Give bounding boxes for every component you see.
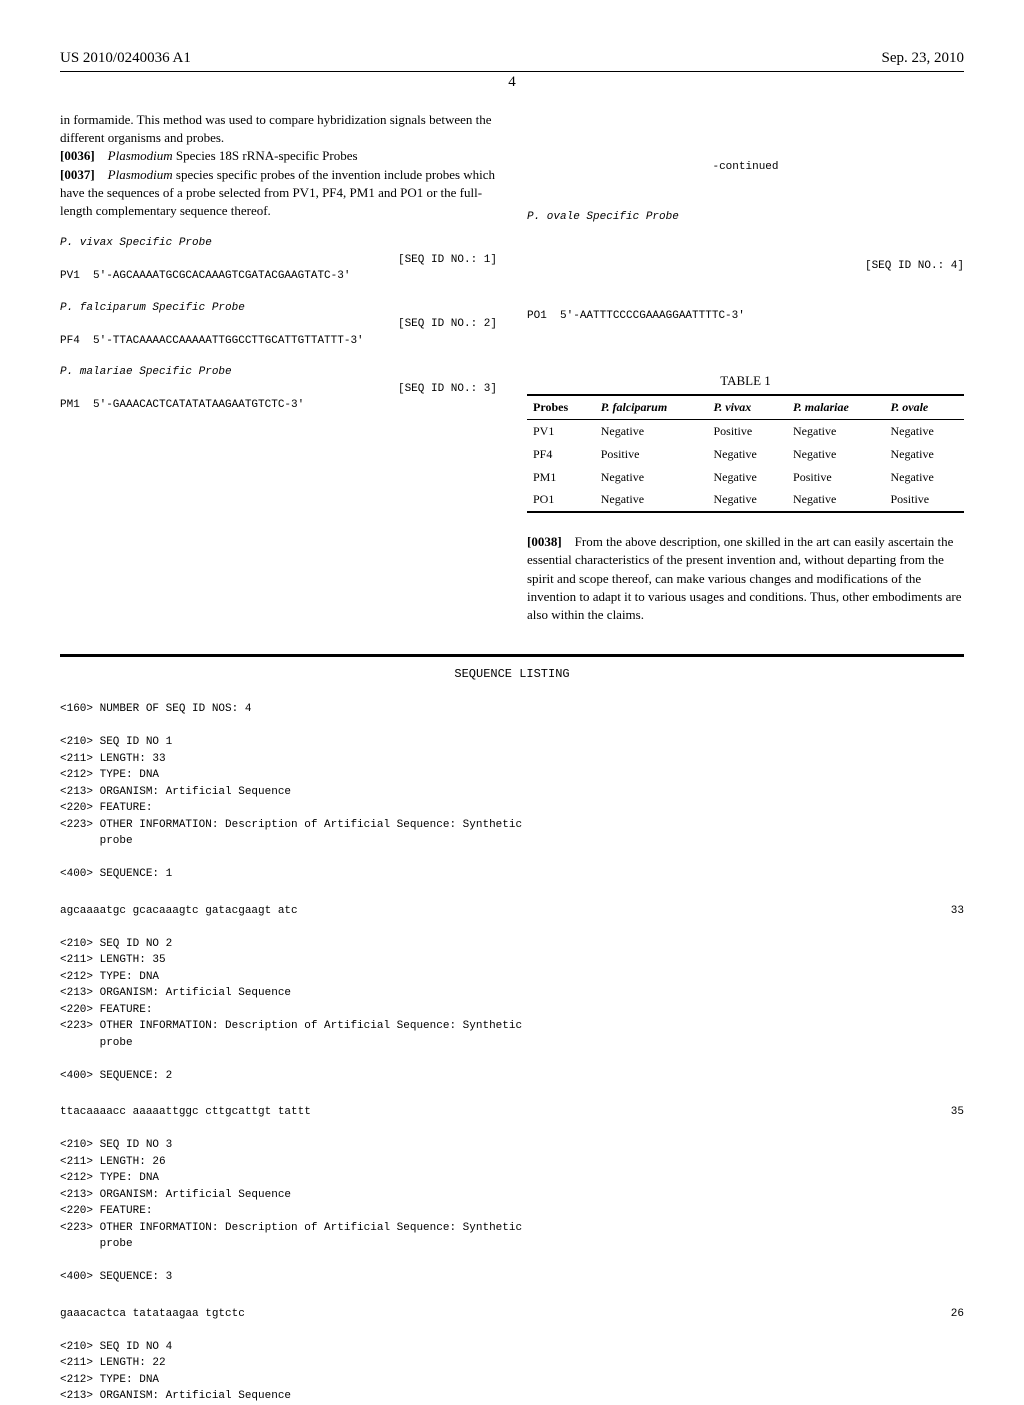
table-header: P. malariae bbox=[787, 395, 884, 419]
table-cell: Negative bbox=[708, 488, 788, 512]
probe-block: P. malariae Specific Probe[SEQ ID NO.: 3… bbox=[60, 364, 497, 414]
para-num: [0036] bbox=[60, 148, 95, 163]
probe-sequence: PF4 5'-TTACAAAACCAAAAATTGGCCTTGCATTGTTAT… bbox=[60, 333, 497, 350]
table-cell: PF4 bbox=[527, 443, 595, 466]
seq-entry: <210> SEQ ID NO 3 <211> LENGTH: 26 <212>… bbox=[60, 1121, 964, 1286]
probe-title: P. ovale Specific Probe bbox=[527, 209, 964, 226]
table-row: PV1NegativePositiveNegativeNegative bbox=[527, 419, 964, 442]
table-row: PO1NegativeNegativeNegativePositive bbox=[527, 488, 964, 512]
para-0038: [0038] From the above description, one s… bbox=[527, 533, 964, 624]
seq-id-label: [SEQ ID NO.: 1] bbox=[60, 252, 497, 269]
table-header: Probes bbox=[527, 395, 595, 419]
continued-block: -continued P. ovale Specific Probe [SEQ … bbox=[527, 126, 964, 357]
seq-text: ttacaaaacc aaaaattggc cttgcattgt tattt bbox=[60, 1104, 311, 1121]
table-cell: Negative bbox=[708, 443, 788, 466]
seq-sequence-line: agcaaaatgc gcacaaagtc gatacgaagt atc 33 bbox=[60, 903, 964, 920]
probe-block: P. vivax Specific Probe[SEQ ID NO.: 1]PV… bbox=[60, 235, 497, 285]
table-cell: Negative bbox=[787, 488, 884, 512]
table-cell: Positive bbox=[884, 488, 964, 512]
table-cell: Positive bbox=[708, 419, 788, 442]
table-header: P. falciparum bbox=[595, 395, 708, 419]
table-header: P. vivax bbox=[708, 395, 788, 419]
para-0036: [0036] Plasmodium Species 18S rRNA-speci… bbox=[60, 147, 497, 165]
seq-id-label: [SEQ ID NO.: 4] bbox=[527, 258, 964, 275]
table-header: P. ovale bbox=[884, 395, 964, 419]
seq-text: agcaaaatgc gcacaaagtc gatacgaagt atc bbox=[60, 903, 298, 920]
probe-sequence: PV1 5'-AGCAAAATGCGCACAAAGTCGATACGAAGTATC… bbox=[60, 268, 497, 285]
table-cell: Negative bbox=[787, 443, 884, 466]
seq-listing-title: SEQUENCE LISTING bbox=[60, 667, 964, 681]
probe-title: P. vivax Specific Probe bbox=[60, 235, 497, 252]
num-seq-label: <160> NUMBER OF SEQ ID NOS: 4 bbox=[60, 701, 964, 718]
page-header: US 2010/0240036 A1 Sep. 23, 2010 bbox=[60, 50, 964, 72]
content-columns: in formamide. This method was used to co… bbox=[60, 111, 964, 624]
plasmodium-italic: Plasmodium bbox=[108, 167, 173, 182]
seq-sequence-line: ttacaaaacc aaaaattggc cttgcattgt tattt 35 bbox=[60, 1104, 964, 1121]
para-num: [0037] bbox=[60, 167, 95, 182]
table-title: TABLE 1 bbox=[527, 372, 964, 390]
table-cell: Negative bbox=[595, 419, 708, 442]
probe-block: P. falciparum Specific Probe[SEQ ID NO.:… bbox=[60, 300, 497, 350]
seq-entry: <210> SEQ ID NO 2 <211> LENGTH: 35 <212>… bbox=[60, 919, 964, 1084]
page-number: 4 bbox=[60, 74, 964, 91]
results-table: ProbesP. falciparumP. vivaxP. malariaeP.… bbox=[527, 394, 964, 513]
table-cell: Negative bbox=[884, 443, 964, 466]
table-cell: Negative bbox=[595, 488, 708, 512]
table-cell: Negative bbox=[595, 466, 708, 489]
table-row: PM1NegativeNegativePositiveNegative bbox=[527, 466, 964, 489]
doc-date: Sep. 23, 2010 bbox=[882, 50, 965, 67]
para-0037: [0037] Plasmodium species specific probe… bbox=[60, 166, 497, 221]
seq-entry: <210> SEQ ID NO 1 <211> LENGTH: 33 <212>… bbox=[60, 718, 964, 883]
table-cell: PV1 bbox=[527, 419, 595, 442]
table-cell: Negative bbox=[884, 466, 964, 489]
seq-id-label: [SEQ ID NO.: 2] bbox=[60, 316, 497, 333]
table-cell: PM1 bbox=[527, 466, 595, 489]
table-cell: Negative bbox=[708, 466, 788, 489]
intro-paragraph: in formamide. This method was used to co… bbox=[60, 111, 497, 147]
right-column: -continued P. ovale Specific Probe [SEQ … bbox=[527, 111, 964, 624]
para-0036-text: Species 18S rRNA-specific Probes bbox=[173, 148, 358, 163]
table-cell: Negative bbox=[884, 419, 964, 442]
table-cell: PO1 bbox=[527, 488, 595, 512]
seq-id-label: [SEQ ID NO.: 3] bbox=[60, 381, 497, 398]
probe-title: P. falciparum Specific Probe bbox=[60, 300, 497, 317]
probe-title: P. malariae Specific Probe bbox=[60, 364, 497, 381]
probe-sequence: PO1 5'-AATTTCCCCGAAAGGAATTTTC-3' bbox=[527, 308, 964, 325]
table-cell: Positive bbox=[595, 443, 708, 466]
table-cell: Positive bbox=[787, 466, 884, 489]
para-num: [0038] bbox=[527, 534, 562, 549]
seq-length: 35 bbox=[951, 1104, 964, 1121]
seq-length: 33 bbox=[951, 903, 964, 920]
para-0038-text: From the above description, one skilled … bbox=[527, 534, 961, 622]
sequence-listing: SEQUENCE LISTING <160> NUMBER OF SEQ ID … bbox=[60, 654, 964, 1405]
seq-entry: <210> SEQ ID NO 4 <211> LENGTH: 22 <212>… bbox=[60, 1322, 964, 1405]
left-column: in formamide. This method was used to co… bbox=[60, 111, 497, 624]
doc-number: US 2010/0240036 A1 bbox=[60, 50, 191, 67]
probe-sequence: PM1 5'-GAAACACTCATATATAAGAATGTCTC-3' bbox=[60, 397, 497, 414]
continued-label: -continued bbox=[527, 159, 964, 176]
plasmodium-italic: Plasmodium bbox=[108, 148, 173, 163]
table-row: PF4PositiveNegativeNegativeNegative bbox=[527, 443, 964, 466]
table-cell: Negative bbox=[787, 419, 884, 442]
table-1: TABLE 1 ProbesP. falciparumP. vivaxP. ma… bbox=[527, 372, 964, 513]
